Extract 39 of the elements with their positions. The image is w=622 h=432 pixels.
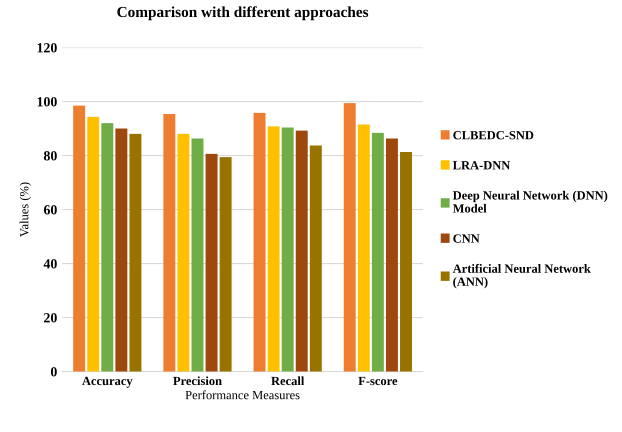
y-tick-label: 120 <box>38 43 57 52</box>
bar <box>115 128 128 372</box>
bar <box>358 124 370 372</box>
bar <box>129 134 142 372</box>
bar <box>177 134 190 372</box>
bar <box>282 127 294 372</box>
bar <box>310 146 322 372</box>
bar <box>206 154 218 372</box>
bar <box>163 114 176 372</box>
bar <box>386 138 398 372</box>
bar <box>344 103 356 372</box>
bar <box>296 130 308 372</box>
x-tick-label: Accuracy <box>82 376 133 388</box>
bar <box>220 157 232 372</box>
legend-label: LRA-DNN <box>452 161 510 170</box>
bar <box>192 138 204 372</box>
x-tick-label: Recall <box>271 376 304 386</box>
legend-label: Artificial Neural Network (ANN) <box>452 264 591 288</box>
bar <box>87 116 100 372</box>
bar <box>268 126 280 372</box>
x-axis-title: Performance Measures <box>185 390 300 400</box>
bar <box>73 106 86 372</box>
y-tick-label: 100 <box>38 97 57 106</box>
y-tick-label: 80 <box>44 151 57 160</box>
y-tick-label: 20 <box>44 313 57 322</box>
legend-label: CNN <box>453 234 480 243</box>
bar <box>372 132 384 372</box>
x-tick-label: F-score <box>358 376 398 386</box>
y-axis-title: Values (%) <box>20 182 31 237</box>
y-tick-label: 0 <box>50 367 57 376</box>
bar <box>400 152 412 372</box>
legend-label: Deep Neural Network (DNN) Model <box>452 190 608 213</box>
bar <box>254 112 266 372</box>
x-tick-label: Precision <box>173 376 222 386</box>
chart-title: Comparison with different approaches <box>117 6 368 20</box>
y-tick-label: 60 <box>44 205 57 214</box>
bar <box>101 123 114 372</box>
y-tick-label: 40 <box>44 259 57 268</box>
legend-label: CLBEDC-SND <box>453 131 534 140</box>
